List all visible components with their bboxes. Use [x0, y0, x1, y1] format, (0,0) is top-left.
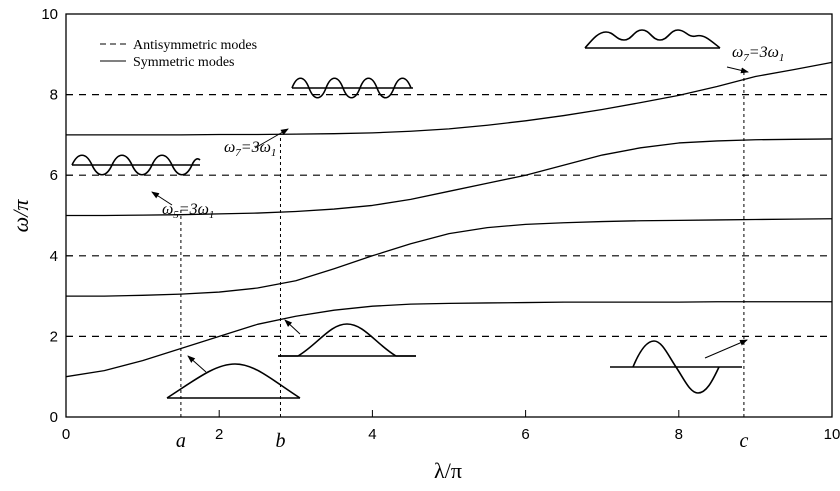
- y-axis-label: ω/π: [8, 199, 33, 233]
- x-tick-label: 8: [675, 426, 683, 443]
- mode-icon: [585, 30, 720, 48]
- arrow: [705, 340, 747, 358]
- x-tick-label: 2: [215, 426, 223, 443]
- y-tick-label: 6: [50, 167, 58, 184]
- marker-label: c: [739, 430, 748, 452]
- x-tick-label: 4: [368, 426, 376, 443]
- arrow: [188, 356, 206, 372]
- legend-label: Symmetric modes: [133, 55, 235, 70]
- x-tick-label: 10: [824, 426, 840, 443]
- x-axis-label: λ/π: [434, 458, 462, 483]
- legend-label: Antisymmetric modes: [133, 38, 257, 53]
- y-tick-label: 8: [50, 87, 58, 104]
- y-tick-label: 4: [50, 248, 58, 265]
- arrow: [285, 320, 300, 334]
- marker-label: a: [176, 430, 186, 452]
- symmetric-mode: [66, 62, 832, 135]
- annotation: ω7=3ω1: [224, 139, 276, 159]
- mode-icon: [278, 324, 416, 356]
- y-tick-label: 0: [50, 409, 58, 426]
- legend: Antisymmetric modes Symmetric modes: [100, 38, 257, 70]
- x-tick-label: 6: [521, 426, 529, 443]
- annotation: ω7=3ω1: [732, 44, 784, 64]
- marker-label: b: [275, 430, 285, 452]
- chart: λ/π ω/π Antisymmetric modes Symmetric mo…: [0, 0, 840, 491]
- y-tick-label: 2: [50, 328, 58, 345]
- y-tick-label: 10: [41, 6, 58, 23]
- arrow: [727, 67, 748, 72]
- x-tick-label: 0: [62, 426, 70, 443]
